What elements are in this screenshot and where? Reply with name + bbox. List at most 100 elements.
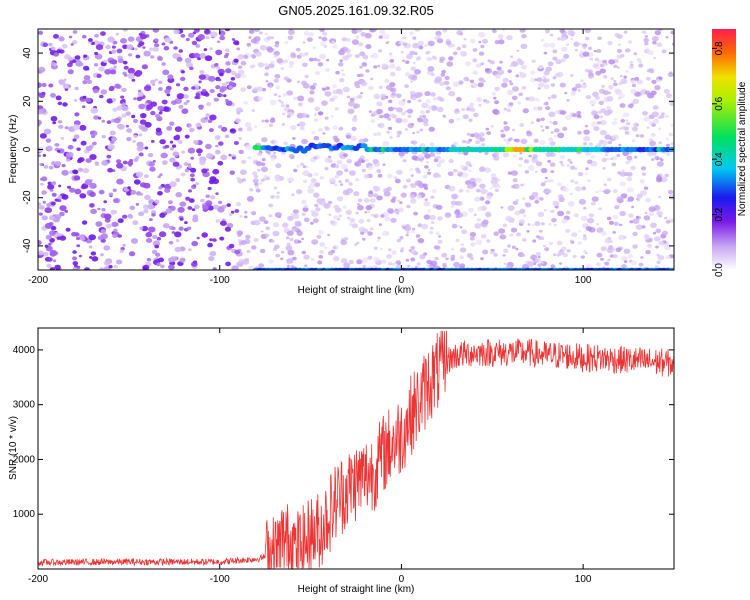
spectrogram-dot (410, 183, 417, 189)
spectrogram-dot (386, 186, 392, 191)
spectrogram-dot (396, 130, 403, 135)
spectrogram-dot (430, 260, 438, 267)
spectrogram-dot (217, 206, 225, 213)
spectrogram-dot (333, 215, 339, 220)
spectrogram-dot (616, 48, 623, 54)
spectrogram-dot (461, 44, 467, 49)
spectrogram-dot (470, 82, 478, 89)
spectrogram-dot (238, 243, 242, 246)
spectrogram-dot (204, 29, 210, 34)
spectrogram-dot (409, 31, 414, 36)
spectrogram-dot (445, 86, 451, 91)
spectrogram-dot (175, 166, 181, 170)
spectrogram-dot (268, 259, 274, 264)
spectrogram-dot (482, 38, 489, 44)
spectrogram-dot (324, 91, 332, 97)
spectrogram-features (252, 142, 674, 270)
spectrogram-dot (166, 93, 171, 97)
spectrogram-dot (172, 144, 177, 148)
spectrogram-dot (62, 102, 68, 107)
spectrogram-dot (451, 44, 455, 48)
spectrogram-dot (164, 188, 171, 193)
spectrogram-dot (405, 233, 409, 237)
spectrogram-dot (302, 207, 309, 212)
spectrogram-dot (666, 143, 670, 147)
spectrogram-dot (269, 85, 273, 88)
spectrogram-dot (73, 99, 78, 102)
spectrogram-dot (562, 126, 568, 131)
spectrogram-dot (635, 216, 640, 219)
spectrogram-dot (349, 97, 355, 102)
spectrogram-dot (64, 84, 70, 89)
spectrogram-dot (402, 226, 406, 230)
colorbar-tick-label: 0.6 (714, 96, 725, 110)
spectrogram-dot (338, 180, 342, 184)
spectrogram-dot (655, 245, 659, 249)
x-tick-label: -200 (28, 574, 48, 585)
spectrogram-dot (618, 96, 622, 100)
spectrogram-dot (161, 160, 168, 165)
spectrogram-dot (106, 154, 112, 159)
spectrogram-dot (412, 96, 416, 100)
spectrogram-dot (406, 204, 411, 209)
spectrogram-dot (246, 249, 251, 254)
spectrogram-dot (254, 185, 259, 189)
snr-y-label: SNR (10 * v/v) (8, 416, 19, 480)
spectrogram-dot (117, 123, 125, 130)
spectrogram-dot (603, 110, 611, 116)
spectrogram-dot (601, 84, 606, 88)
spectrogram-dot (342, 86, 350, 93)
spectrogram-dot (612, 189, 618, 194)
spectrogram-dot (603, 75, 608, 79)
spectrogram-dot (669, 71, 673, 74)
spectrogram-dot (367, 231, 373, 236)
spectrogram-dot (327, 233, 331, 237)
spectrogram-dot (498, 228, 506, 234)
spectrogram-dot (287, 215, 294, 221)
spectrogram-dot (610, 157, 613, 160)
spectrogram-dot (572, 254, 577, 259)
spectrogram-dot (658, 141, 662, 145)
spectrogram-dot (394, 208, 398, 211)
spectrogram-dot (612, 214, 619, 220)
spectrogram-dot (179, 257, 186, 263)
spectrogram-dot (503, 107, 507, 111)
spectrogram-dot (459, 263, 466, 269)
spectrogram-dot (187, 147, 196, 154)
spectrogram-dot (214, 135, 221, 140)
spectrogram-dot (650, 132, 656, 137)
spectrogram-dot (244, 215, 248, 219)
spectrogram-dot (625, 48, 631, 53)
spectrogram-dot (373, 65, 378, 69)
spectrogram-dot (38, 30, 44, 35)
x-tick-label: -200 (28, 275, 48, 286)
spectrogram-dot (549, 162, 556, 167)
spectrogram-dot (188, 198, 195, 203)
spectrogram-dot (472, 48, 478, 52)
spectrogram-dot (341, 46, 348, 52)
spectrogram-dot (346, 158, 353, 164)
spectrogram-dot (251, 109, 255, 112)
spectrogram-dot (532, 154, 538, 159)
spectrogram-dot (582, 51, 590, 57)
spectrogram-dot (388, 248, 392, 252)
spectrogram-dot (532, 239, 537, 243)
spectrogram-dot (125, 124, 129, 128)
spectrogram-dot (468, 169, 472, 173)
spectrogram-dot (292, 209, 299, 215)
spectrogram-dot (416, 194, 422, 199)
spectrogram-dot (216, 66, 221, 70)
spectrogram-dot (252, 178, 259, 184)
spectrogram-dot (425, 161, 430, 164)
spectrogram-dot (177, 54, 182, 58)
spectrogram-dot (85, 145, 93, 152)
spectrogram-dot (376, 195, 383, 201)
spectrogram-dot (224, 226, 231, 232)
spectrogram-dot (560, 29, 566, 33)
spectrogram-dot (621, 264, 627, 269)
spectrogram-dot (463, 38, 467, 41)
spectrogram-dot (72, 250, 77, 254)
spectrogram-dot (580, 79, 584, 82)
spectrogram-dot (593, 126, 600, 131)
spectrogram-dot (552, 120, 558, 126)
